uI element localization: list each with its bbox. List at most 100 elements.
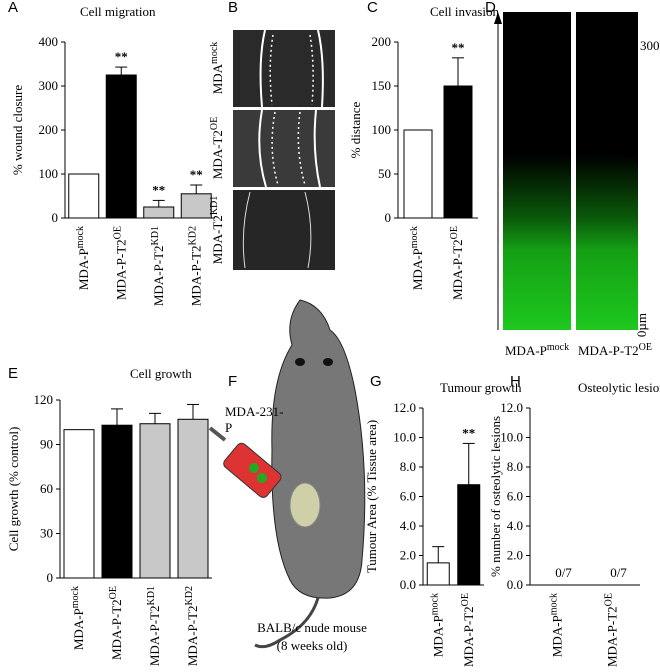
bar xyxy=(177,418,209,579)
y-tick-label: 0 xyxy=(385,210,392,225)
y-tick-label: 100 xyxy=(372,122,392,137)
y-tick-label: 10.0 xyxy=(500,430,523,445)
bar xyxy=(63,429,95,579)
image xyxy=(233,110,335,187)
label-sup: OE xyxy=(603,593,614,606)
label-base: MDA-P xyxy=(550,615,565,657)
panel-letter: G xyxy=(370,373,382,390)
y-tick-label: 2.0 xyxy=(507,548,523,563)
x-tick-label: MDA-Pmock xyxy=(70,586,87,650)
scale-label: 300µm xyxy=(640,38,660,53)
bar xyxy=(457,484,481,586)
panel-letter: F xyxy=(228,373,237,390)
value-label: 0/7 xyxy=(610,565,627,580)
label-sup: OE xyxy=(459,593,470,606)
label-base: MDA xyxy=(210,63,225,94)
label-sup: OE xyxy=(449,226,460,239)
cell xyxy=(257,473,267,483)
mouse-label: BALB/c nude mouse xyxy=(257,620,367,635)
label-sup: OE xyxy=(639,342,652,353)
y-tick-label: 60 xyxy=(40,481,53,496)
row-label: MDAmock xyxy=(209,42,226,95)
row-label: MDA-T2KD1 xyxy=(209,196,226,265)
y-tick-label: 4.0 xyxy=(507,518,523,533)
y-axis-label: Tumour Area (% Tissue area) xyxy=(364,420,379,573)
y-tick-label: 0 xyxy=(47,570,54,585)
bar xyxy=(180,193,212,219)
y-tick-label: 200 xyxy=(39,122,59,137)
significance: ** xyxy=(190,167,203,182)
y-axis-label: Cell growth (% control) xyxy=(6,427,21,552)
y-axis-label: % distance xyxy=(348,101,363,158)
label-sup: mock xyxy=(209,42,220,64)
y-tick-label: 400 xyxy=(39,34,59,49)
mouse-illustration xyxy=(208,299,366,649)
x-tick-label: MDA-Pmock xyxy=(429,593,446,657)
x-tick-label: MDA-P-T2OE xyxy=(449,226,466,300)
label-base: MDA-P-T2 xyxy=(188,245,203,306)
bar xyxy=(68,173,100,219)
age-label: (8 weeks old) xyxy=(277,638,348,653)
y-tick-label: 30 xyxy=(40,526,53,541)
column-label: MDA-Pmock xyxy=(505,342,569,359)
x-tick-label: MDA-P-T2OE xyxy=(108,586,125,660)
plunger xyxy=(208,426,227,442)
arrow-head xyxy=(494,12,502,24)
label-base: MDA-P xyxy=(410,248,425,290)
column-label: MDA-P-T2OE xyxy=(578,342,652,359)
tumour xyxy=(289,482,321,528)
label-sup: KD2 xyxy=(184,586,195,605)
wound-images xyxy=(233,29,335,270)
label-base: MDA-P-T2 xyxy=(109,599,124,660)
panel-letter: A xyxy=(8,0,18,16)
panel-letter: E xyxy=(8,365,18,382)
label-sup: OE xyxy=(209,117,220,130)
chart-title: Cell migration xyxy=(80,4,156,19)
bar xyxy=(143,206,175,219)
y-tick-label: 300 xyxy=(39,78,59,93)
wound-edge xyxy=(269,34,314,106)
chart-title: Cell growth xyxy=(130,366,192,381)
label-sup: mock xyxy=(70,586,81,608)
x-tick-label: MDA-P-T2OE xyxy=(459,593,476,667)
x-tick-label: MDA-P-T2KD2 xyxy=(184,586,201,666)
y-tick-label: 2.0 xyxy=(400,548,416,563)
wound-edge xyxy=(242,191,312,269)
significance: ** xyxy=(115,49,128,64)
wound-edge xyxy=(271,111,306,186)
y-tick-label: 4.0 xyxy=(400,518,416,533)
y-tick-label: 10.0 xyxy=(393,430,416,445)
wound-edge xyxy=(258,109,321,188)
scale-label: 0µm xyxy=(634,313,649,337)
y-tick-label: 90 xyxy=(40,437,53,452)
panel-letter: C xyxy=(367,0,378,16)
panel-letter: D xyxy=(485,0,496,16)
cell-label: P xyxy=(225,420,232,435)
label-sup: KD2 xyxy=(187,226,198,245)
label-sup: mock xyxy=(409,226,420,248)
y-axis-label: % wound closure xyxy=(10,85,25,175)
mouse-eye xyxy=(323,358,333,366)
y-tick-label: 12.0 xyxy=(500,400,523,415)
panel-letter: B xyxy=(228,0,238,16)
y-axis-label: % number of osteolytic lesions xyxy=(488,416,503,577)
invasion-images xyxy=(494,12,638,330)
y-tick-label: 0.0 xyxy=(400,577,416,592)
bar xyxy=(403,129,433,219)
x-tick-label: MDA-Pmock xyxy=(409,226,426,290)
image xyxy=(576,12,638,330)
image xyxy=(233,30,335,107)
chart-title: Cell invasion xyxy=(430,4,499,19)
bar xyxy=(139,423,171,579)
label-sup: OE xyxy=(108,586,119,599)
label-base: MDA-P-T2 xyxy=(147,605,162,666)
bar xyxy=(443,85,473,219)
y-tick-label: 12.0 xyxy=(393,400,416,415)
label-base: MDA-P xyxy=(505,343,547,358)
image xyxy=(503,12,571,330)
y-tick-label: 0.0 xyxy=(507,577,523,592)
label-base: MDA-P xyxy=(76,248,91,290)
label-sup: KD1 xyxy=(209,196,220,215)
label-sup: OE xyxy=(112,226,123,239)
significance: ** xyxy=(152,182,165,197)
